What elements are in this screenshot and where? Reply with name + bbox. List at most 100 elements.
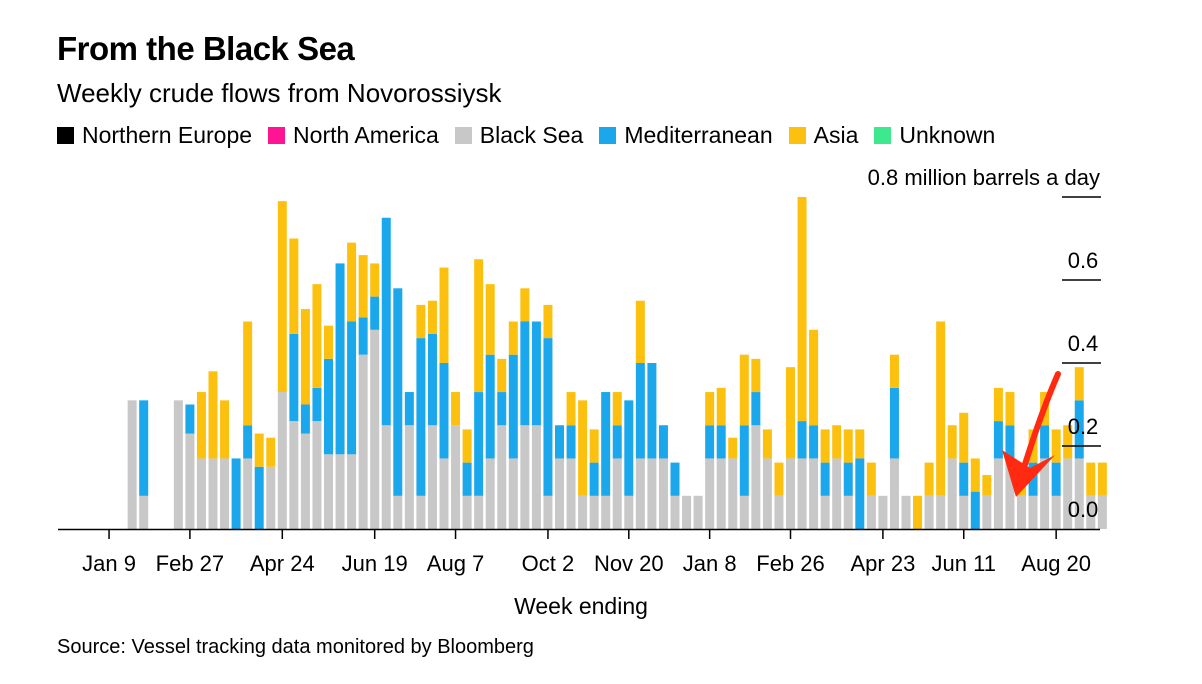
bar-segment-asia [324,325,333,359]
legend-item-north-america: North America [268,122,439,149]
bar-segment-black-sea [439,458,449,529]
y-tick-label: 0.4 [1068,331,1099,356]
bar-segment-black-sea [693,495,703,529]
bar-segment-black-sea [358,354,368,529]
x-tick-label: Jun 19 [342,551,408,576]
bar-segment-black-sea [589,495,599,529]
bar-segment-black-sea [485,458,495,529]
bar-segment-asia [739,354,749,426]
annotation-arrow [1002,371,1061,497]
y-tick-label: 0.6 [1068,248,1099,273]
bar-segment-mediterranean [959,462,969,496]
y-tick-label: 0.8 million barrels a day [868,165,1100,190]
bar-segment-black-sea [1063,458,1073,529]
bar-segment-mediterranean [716,425,726,459]
y-tick-label: 0.2 [1068,414,1099,439]
bar-segment-mediterranean [705,425,715,459]
legend-item-mediterranean: Mediterranean [599,122,773,149]
bar-segment-asia [370,263,380,297]
bar-segment-black-sea [427,425,437,529]
x-tick-label: Aug 20 [1021,551,1091,576]
bar-segment-asia [1086,462,1096,496]
bar-segment-black-sea [508,458,518,529]
bar-segment-mediterranean [358,317,368,355]
bar-segment-asia [243,321,253,426]
bar-segment-asia [855,429,865,459]
bar-segment-asia [220,400,230,459]
bar-segment-black-sea [451,425,461,529]
bar-segment-black-sea [774,495,784,529]
bar-segment-mediterranean [139,400,149,496]
legend-item-black-sea: Black Sea [454,121,584,149]
bar-segment-asia [578,400,588,496]
bar-segment-black-sea [173,400,183,529]
bar-segment-asia [485,284,495,355]
bar-segment-black-sea [924,495,934,529]
bar-segment-mediterranean [1051,462,1061,496]
bar-segment-asia [913,495,923,529]
bar-segment-black-sea [520,425,530,529]
bar-segment-asia [982,475,992,496]
bar-segment-black-sea [601,495,611,529]
legend-swatch-northern-europe [57,126,74,144]
bar-segment-mediterranean [739,425,749,496]
bar-segment-black-sea [947,458,957,529]
bar-segment-black-sea [1028,495,1038,529]
x-tick-label: Jun 11 [932,551,996,576]
bar-segment-asia [208,371,218,459]
bar-segment-asia [312,284,322,388]
bar-segment-black-sea [404,425,414,529]
bars-layer [127,197,1107,529]
bar-segment-black-sea [381,425,391,529]
legend-swatch-asia [788,126,806,144]
bar-segment-black-sea [139,495,149,529]
bar-segment-asia [993,387,1003,422]
arrow-shaft [1019,371,1061,477]
arrow-head [1002,450,1055,497]
x-tick-label: Apr 23 [850,551,915,576]
bar-segment-black-sea [324,454,333,529]
bar-segment-mediterranean [497,392,507,426]
bar-segment-black-sea [462,495,472,529]
bar-segment-black-sea [843,495,853,529]
bar-segment-asia [508,321,518,355]
bar-segment-mediterranean [427,333,437,426]
bar-segment-black-sea [335,454,345,529]
bar-segment-mediterranean [1040,425,1050,459]
bar-segment-black-sea [832,458,842,529]
bar-segment-asia [866,462,876,496]
bar-segment-mediterranean [670,462,680,496]
bar-segment-asia [277,201,287,393]
bar-segment-asia [566,392,576,426]
bar-segment-mediterranean [889,387,899,459]
bar-segment-mediterranean [243,425,253,459]
legend-label-asia: Asia [813,121,859,148]
x-tick-label: Oct 2 [522,551,575,576]
bar-segment-black-sea [1074,458,1084,529]
bar-segment-black-sea [705,458,715,529]
legend-label-black-sea: Black Sea [479,121,584,148]
bar-segment-mediterranean [543,338,553,496]
bar-segment-mediterranean [647,363,657,459]
bar-segment-black-sea [762,458,772,529]
bar-segment-black-sea [497,425,507,529]
x-axis: Jan 9 Feb 27 Apr 24 Jun 19 Aug 7 Oct 2 Nov 20 J… [58,528,1100,576]
bar-segment-mediterranean [462,462,472,496]
bar-segment-mediterranean [439,363,449,459]
bar-segment-mediterranean [289,333,299,422]
bar-segment-black-sea [820,495,830,529]
bar-segment-black-sea [277,392,287,529]
bar-segment-asia [300,309,310,405]
bar-segment-asia [970,458,980,492]
legend-swatch-mediterranean [599,126,617,144]
x-tick-label: Feb 27 [156,551,225,576]
legend-item-asia: Asia [788,121,859,149]
bar-segment-black-sea [347,454,357,529]
bar-segment-asia [462,429,472,463]
bar-segment-asia [254,433,264,467]
bar-segment-black-sea [959,495,969,529]
legend-label-unknown: Unknown [899,121,996,148]
bar-segment-black-sea [1097,495,1107,529]
bar-segment-black-sea [1051,495,1061,529]
